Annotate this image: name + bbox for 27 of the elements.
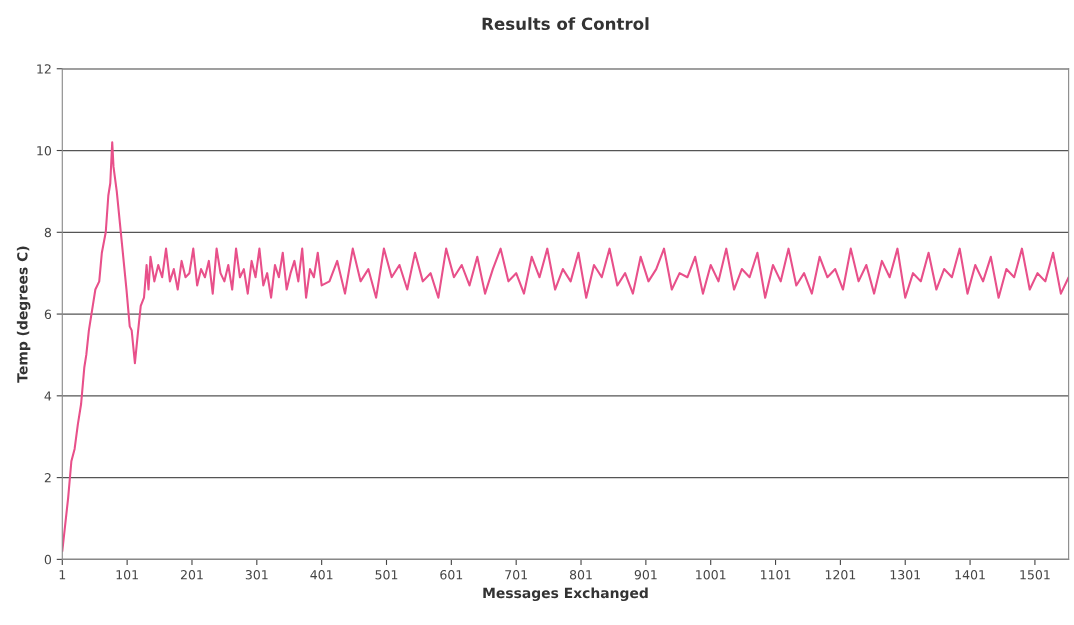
y-tick-label: 4	[44, 391, 52, 401]
x-axis-title: Messages Exchanged	[483, 587, 648, 601]
x-tick-label: 1101	[761, 570, 791, 580]
x-tick-label: 601	[440, 570, 463, 580]
x-tick-label: 401	[310, 570, 333, 580]
x-tick-label: 701	[505, 570, 527, 580]
x-tick-label: 1501	[1020, 570, 1050, 580]
x-tick-label: 1001	[696, 570, 726, 580]
y-tick-label: 6	[44, 309, 52, 319]
y-tick-label: 10	[37, 145, 52, 156]
line-series	[62, 141, 1069, 553]
x-tick-label: 801	[569, 570, 592, 580]
x-tick-label: 901	[634, 570, 657, 580]
x-tick-label: 301	[245, 570, 268, 580]
x-tick-label: 101	[116, 570, 138, 580]
chart-title: Results of Control	[482, 17, 649, 31]
y-tick-label: 0	[44, 554, 52, 565]
x-tick-label: 1301	[890, 570, 920, 580]
x-tick-label: 1201	[825, 570, 856, 580]
x-tick-label: 201	[180, 570, 203, 580]
y-tick-label: 8	[44, 227, 52, 238]
y-tick-label: 12	[37, 64, 51, 74]
y-tick-label: 2	[44, 473, 51, 483]
y-axis-title: Temp (degrees C)	[16, 246, 31, 383]
x-tick-label: 1	[59, 570, 66, 580]
x-tick-label: 1401	[955, 570, 985, 580]
x-tick-label: 501	[375, 570, 398, 580]
